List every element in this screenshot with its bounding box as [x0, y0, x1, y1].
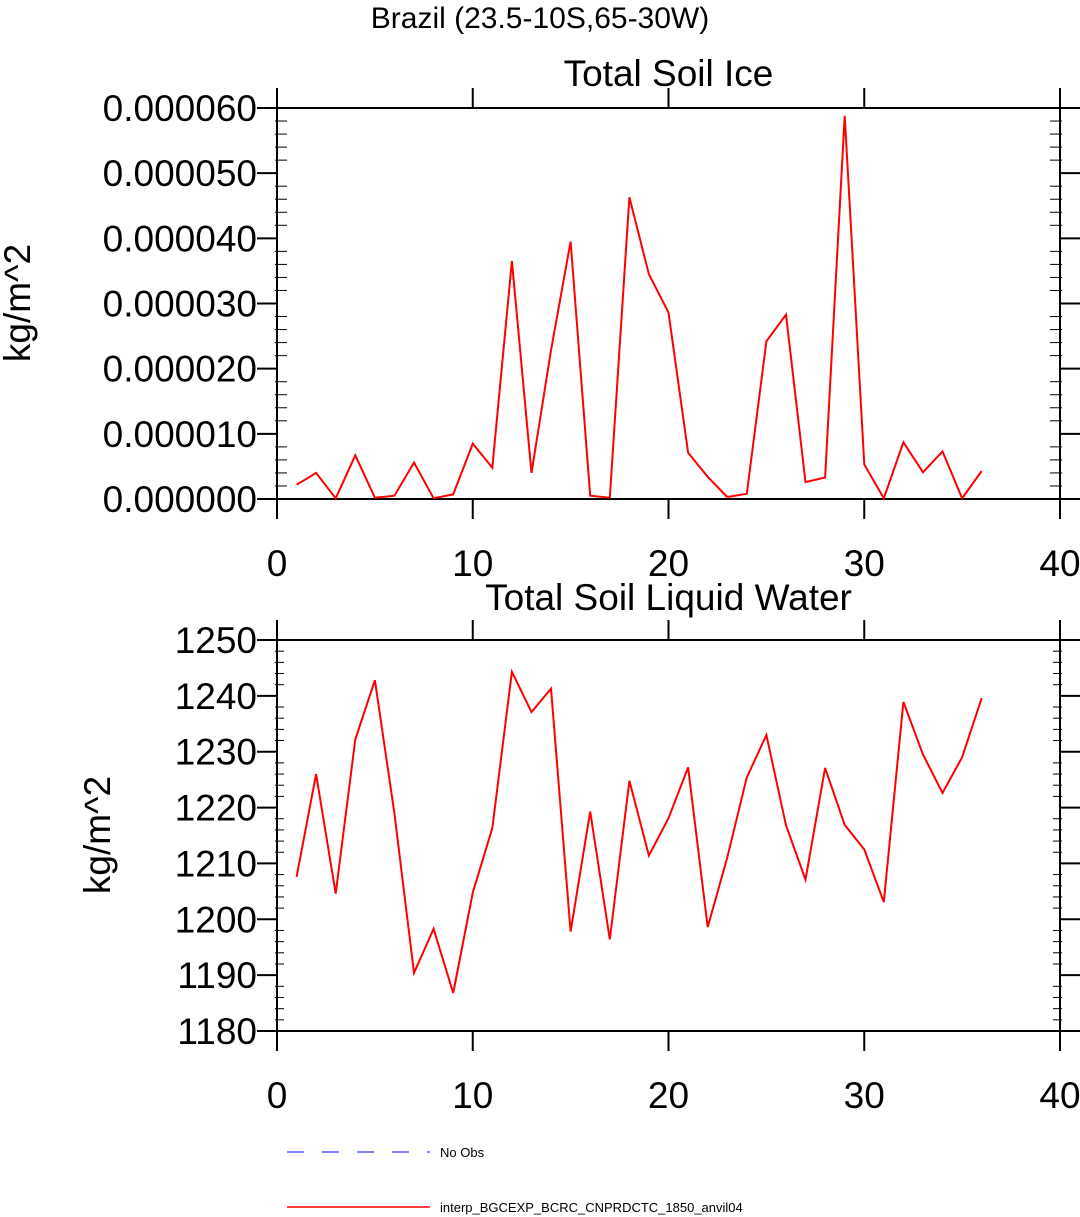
y-tick-label: 0.000010	[103, 414, 257, 455]
y-tick-label: 0.000020	[103, 349, 257, 390]
y-tick-label: 1200	[175, 899, 257, 940]
y-tick-label: 1240	[175, 676, 257, 717]
panel-title: Total Soil Liquid Water	[485, 577, 852, 618]
y-tick-label: 1210	[175, 843, 257, 884]
panel-title: Total Soil Ice	[564, 53, 774, 94]
legend-label: No Obs	[440, 1145, 485, 1160]
x-tick-label: 30	[844, 1075, 885, 1116]
panel-total-soil-ice: Total Soil Ice kg/m^2 0 10 20 30 40 0.000000 0.0…	[0, 53, 1080, 584]
x-tick-label: 10	[452, 543, 493, 584]
x-tick-label: 20	[648, 1075, 689, 1116]
x-tick-label: 10	[452, 1075, 493, 1116]
panel-total-soil-liquid-water: Total Soil Liquid Water kg/m^2 0 10 20 30 40 11…	[77, 577, 1080, 1116]
series-line	[296, 115, 983, 501]
y-axis-label: kg/m^2	[77, 776, 118, 894]
x-tick-label: 30	[844, 543, 885, 584]
y-tick-label: 1190	[177, 955, 257, 996]
plot-frame	[276, 639, 1061, 1032]
y-tick-label: 1250	[175, 620, 257, 661]
y-tick-label: 0.000050	[103, 153, 257, 194]
y-axis-label: kg/m^2	[0, 244, 38, 362]
y-tick-label: 0.000040	[103, 218, 257, 259]
plot-frame	[276, 107, 1061, 500]
chart-supertitle: Brazil (23.5-10S,65-30W)	[371, 2, 709, 35]
y-tick-label: 1220	[175, 788, 257, 829]
x-tick-label: 0	[267, 1075, 288, 1116]
y-tick-label: 1230	[175, 732, 257, 773]
legend: No Obs interp_BGCEXP_BCRC_CNPRDCTC_1850_a…	[287, 1145, 743, 1215]
y-tick-label: 0.000060	[103, 88, 257, 129]
x-tick-label: 40	[1039, 1075, 1080, 1116]
x-tick-label: 20	[648, 543, 689, 584]
y-tick-label: 0.000000	[103, 479, 257, 520]
legend-label: interp_BGCEXP_BCRC_CNPRDCTC_1850_anvil04	[440, 1200, 743, 1215]
y-tick-label: 1180	[177, 1011, 257, 1052]
series-line	[295, 668, 983, 994]
x-tick-label: 40	[1039, 543, 1080, 584]
x-tick-label: 0	[267, 543, 288, 584]
y-tick-label: 0.000030	[103, 284, 257, 325]
